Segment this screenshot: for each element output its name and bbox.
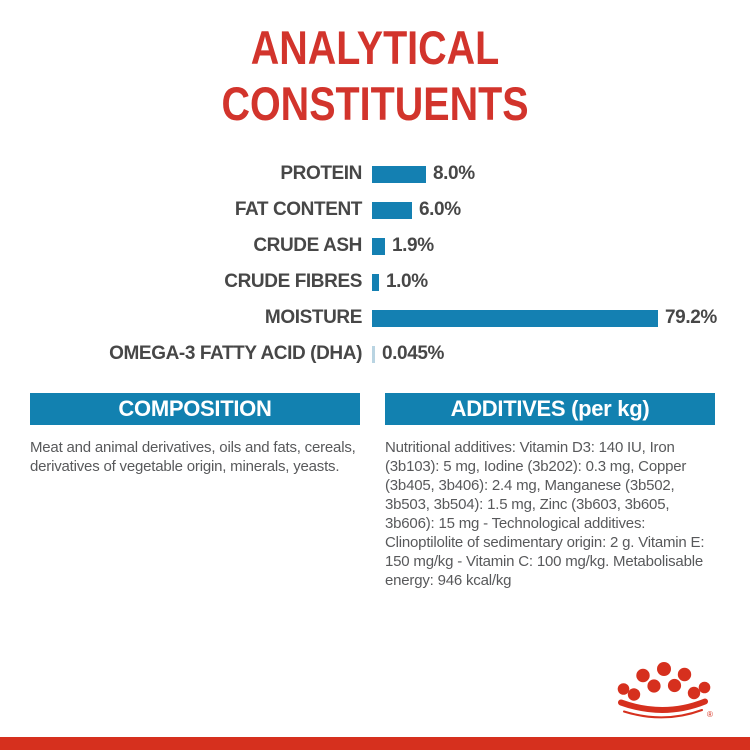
page-title-line-2: CONSTITUENTS [221,77,529,130]
chart-row: OMEGA-3 FATTY ACID (DHA) 0.045% [22,336,717,372]
bottom-red-strip [0,737,750,750]
composition-body-text: Meat and animal derivatives, oils and fa… [30,439,356,475]
additives-section: ADDITIVES (per kg) Nutritional additives… [385,393,715,590]
analytical-constituents-bar-chart: PROTEIN 8.0% FAT CONTENT 6.0% CRUDE ASH 1.9% C… [22,156,717,372]
chart-bar [372,309,658,327]
page-title: ANALYTICAL CONSTITUENTS [60,20,690,132]
registered-trademark-symbol: ® [707,710,713,719]
chart-bar [372,345,375,363]
chart-bar [372,201,412,219]
chart-value-label: 6.0% [419,199,461,220]
chart-row: PROTEIN 8.0% [22,156,717,192]
chart-category-label: FAT CONTENT [234,199,363,220]
chart-value-label: 1.9% [392,235,434,256]
additives-header: ADDITIVES (per kg) [385,393,715,425]
additives-body-text: Nutritional additives: Vitamin D3: 140 I… [385,439,705,589]
chart-value-label: 79.2% [665,307,717,328]
chart-category-label: CRUDE ASH [253,235,362,256]
chart-value-label: 1.0% [386,271,428,292]
chart-row: FAT CONTENT 6.0% [22,192,717,228]
chart-row: CRUDE FIBRES 1.0% [22,264,717,300]
chart-category-label: CRUDE FIBRES [224,271,362,292]
chart-category-label: PROTEIN [280,163,362,184]
chart-bar [372,273,379,291]
page-title-line-1: ANALYTICAL [250,21,500,74]
chart-category-label: OMEGA-3 FATTY ACID (DHA) [109,343,362,364]
chart-category-label: MOISTURE [264,307,362,328]
chart-row: CRUDE ASH 1.9% [22,228,717,264]
chart-row: MOISTURE 79.2% [22,300,717,336]
chart-value-label: 0.045% [382,343,445,364]
chart-bar [372,165,426,183]
chart-bar [372,237,385,255]
chart-value-label: 8.0% [433,163,475,184]
composition-header: COMPOSITION [30,393,360,425]
royal-canin-crown-logo-icon: ® [617,662,713,719]
composition-section: COMPOSITION Meat and animal derivatives,… [30,393,360,476]
